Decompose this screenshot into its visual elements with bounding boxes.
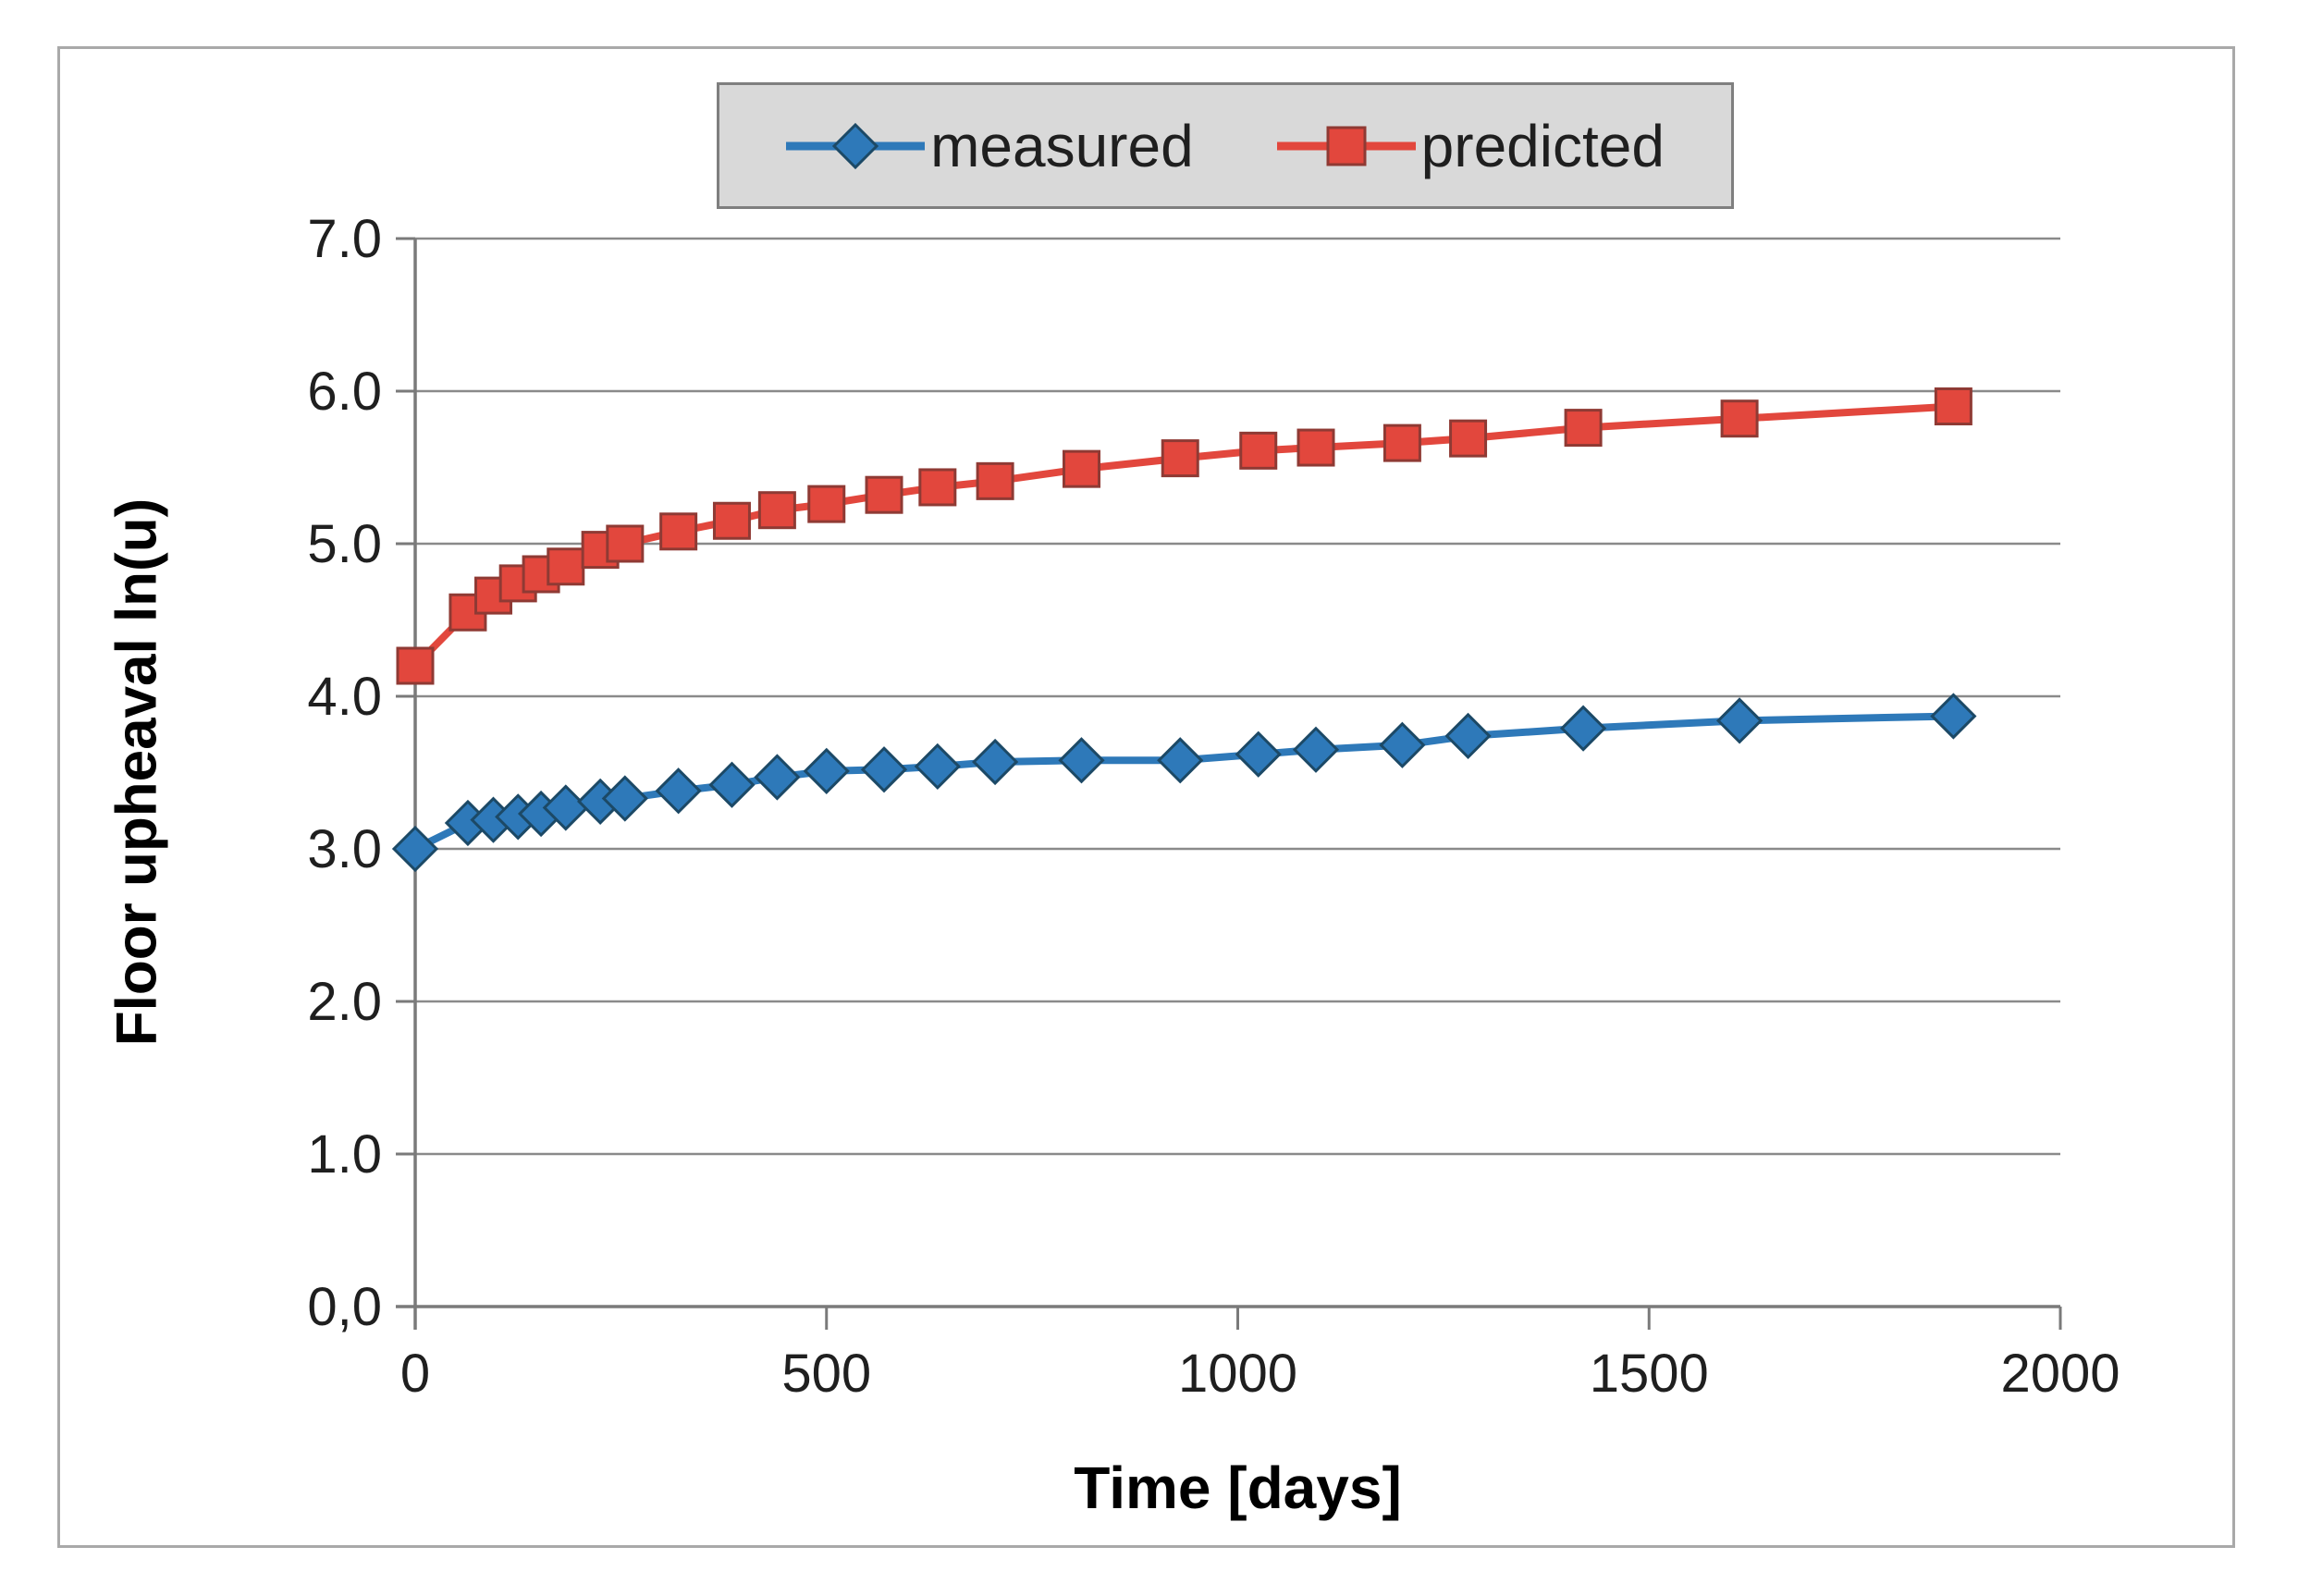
marker-measured	[1379, 721, 1426, 768]
marker-measured	[971, 738, 1019, 786]
legend-label-measured: measured	[930, 112, 1194, 179]
marker-measured	[1235, 730, 1282, 778]
marker-predicted	[1161, 439, 1199, 478]
y-axis-title: Floor upheaval ln(u)	[104, 497, 169, 1047]
legend: measured predicted	[717, 82, 1734, 209]
series-measured-line	[413, 712, 1954, 853]
x-tick-label-2000: 2000	[2000, 1344, 2120, 1404]
marker-predicted	[865, 475, 903, 514]
marker-predicted	[606, 524, 645, 563]
marker-predicted	[1382, 424, 1421, 462]
x-tick-label-1000: 1000	[1178, 1344, 1297, 1404]
marker-measured	[391, 825, 439, 873]
series-measured	[391, 693, 1977, 873]
y-tick-label-5.0: 5.0	[307, 514, 382, 574]
marker-predicted	[757, 491, 796, 530]
chart-border	[57, 46, 2235, 1548]
marker-measured	[1058, 737, 1105, 784]
marker-predicted	[547, 547, 585, 586]
marker-predicted	[474, 576, 513, 615]
marker-measured	[655, 767, 702, 815]
marker-measured	[1930, 693, 1977, 740]
marker-predicted	[712, 501, 751, 540]
marker-predicted	[396, 646, 435, 685]
marker-measured	[1292, 726, 1340, 773]
marker-measured	[601, 775, 648, 822]
x-tick-label-500: 500	[781, 1344, 871, 1404]
marker-predicted	[807, 485, 846, 523]
y-tick-label-6.0: 6.0	[307, 362, 382, 422]
y-tick-label-0,0: 0,0	[307, 1277, 382, 1337]
marker-measured	[1444, 712, 1492, 760]
y-tick-label-1.0: 1.0	[307, 1124, 382, 1185]
marker-measured	[1157, 737, 1204, 784]
marker-predicted	[918, 468, 957, 507]
marker-measured	[803, 747, 850, 794]
marker-predicted	[1296, 428, 1335, 467]
marker-predicted	[1062, 449, 1100, 488]
y-tick-label-7.0: 7.0	[307, 209, 382, 269]
marker-predicted	[1720, 399, 1759, 438]
marker-predicted	[1934, 387, 1972, 425]
legend-swatch-predicted-icon	[1276, 114, 1416, 178]
marker-predicted	[1449, 419, 1488, 458]
legend-swatch-measured-icon	[786, 114, 926, 178]
marker-predicted	[1564, 409, 1603, 448]
x-tick-label-1500: 1500	[1590, 1344, 1709, 1404]
marker-predicted	[1239, 431, 1278, 470]
marker-predicted	[659, 512, 698, 551]
legend-item-predicted: predicted	[1276, 112, 1665, 179]
y-tick-label-2.0: 2.0	[307, 972, 382, 1032]
marker-predicted	[976, 461, 1014, 500]
marker-measured	[708, 761, 756, 808]
legend-label-predicted: predicted	[1420, 112, 1665, 179]
marker-measured	[914, 743, 961, 791]
marker-measured	[1715, 697, 1763, 744]
y-tick-label-4.0: 4.0	[307, 667, 382, 727]
series-predicted	[396, 387, 1972, 685]
marker-measured	[754, 754, 801, 801]
y-tick-label-3.0: 3.0	[307, 819, 382, 879]
x-tick-label-0: 0	[400, 1344, 430, 1404]
legend-item-measured: measured	[786, 114, 1194, 178]
marker-measured	[1559, 705, 1607, 752]
x-axis-title: Time [days]	[1074, 1455, 1402, 1521]
marker-measured	[860, 746, 908, 793]
